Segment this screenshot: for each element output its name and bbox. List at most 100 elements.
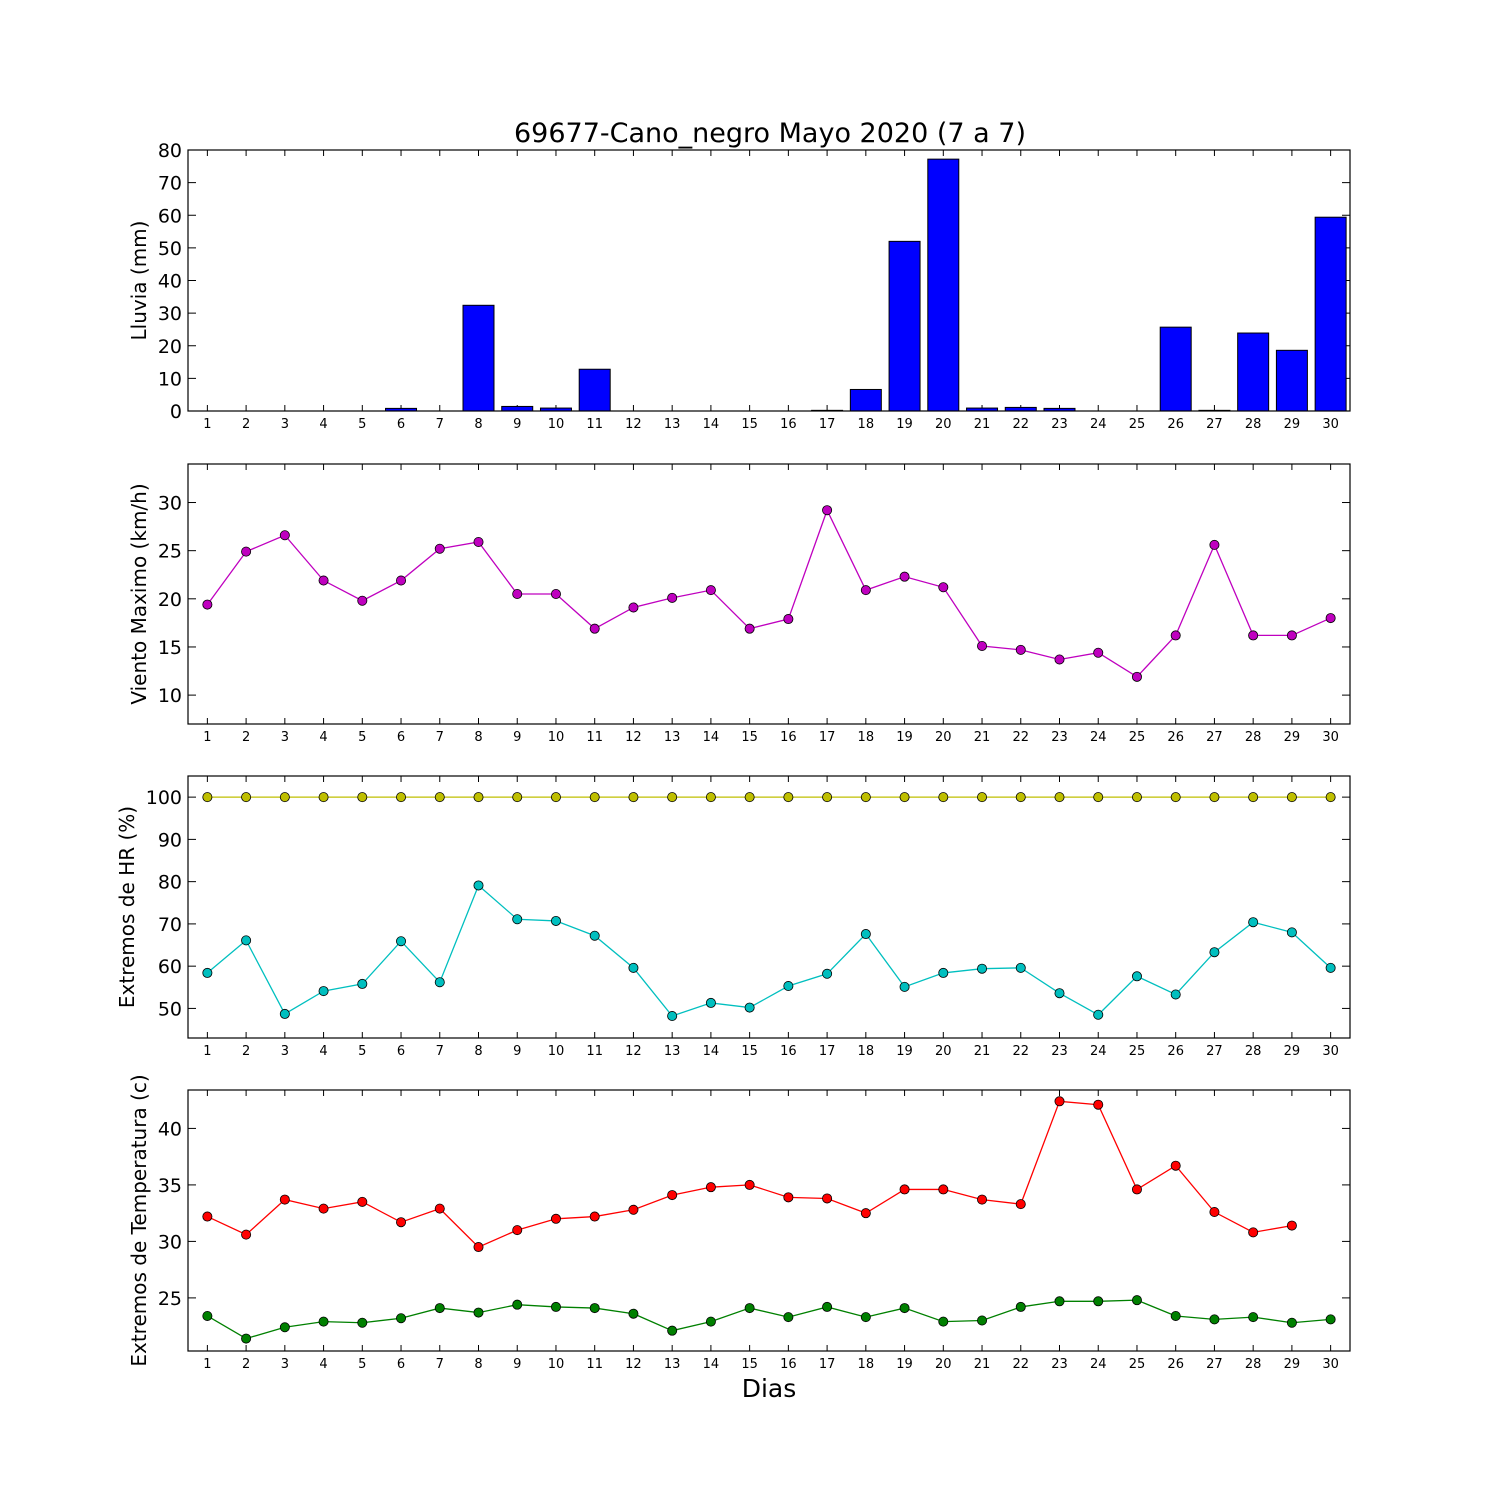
data-point xyxy=(318,1316,329,1327)
y-axis-label: Lluvia (mm) xyxy=(127,221,151,341)
x-tick-label: 29 xyxy=(1284,730,1301,745)
data-point xyxy=(1170,630,1181,641)
x-tick-label: 23 xyxy=(1051,1357,1068,1372)
x-tick-label: 7 xyxy=(436,417,444,432)
x-tick-label: 7 xyxy=(436,1044,444,1059)
data-point xyxy=(512,792,523,803)
data-point xyxy=(1248,1227,1259,1238)
plot-frame xyxy=(187,775,1351,1039)
data-point xyxy=(822,1193,833,1204)
x-tick-label: 2 xyxy=(242,417,250,432)
x-tick-label: 23 xyxy=(1051,1044,1068,1059)
x-tick-label: 5 xyxy=(358,730,366,745)
chart-title: 69677-Cano_negro Mayo 2020 (7 a 7) xyxy=(514,118,1026,149)
data-point xyxy=(396,1313,407,1324)
data-point xyxy=(473,792,484,803)
y-tick-label: 70 xyxy=(158,914,182,936)
x-tick-label: 14 xyxy=(703,1044,720,1059)
y-tick-label: 30 xyxy=(158,493,182,515)
x-tick-label: 28 xyxy=(1245,730,1262,745)
x-tick-label: 26 xyxy=(1167,1044,1184,1059)
x-tick-label: 3 xyxy=(281,1044,289,1059)
data-point xyxy=(1131,1184,1142,1195)
data-point xyxy=(434,1203,445,1214)
data-point xyxy=(1131,971,1142,982)
x-axis-label: Dias xyxy=(742,1374,797,1403)
data-point xyxy=(396,936,407,947)
data-point xyxy=(1248,630,1259,641)
x-tick-label: 22 xyxy=(1012,1357,1029,1372)
data-point xyxy=(628,962,639,973)
data-point xyxy=(1209,947,1220,958)
x-tick-label: 9 xyxy=(513,730,521,745)
data-point xyxy=(241,1229,252,1240)
data-point xyxy=(1093,647,1104,658)
data-point xyxy=(318,575,329,586)
data-point xyxy=(550,1301,561,1312)
data-point xyxy=(202,1211,213,1222)
data-point xyxy=(1325,962,1336,973)
data-point xyxy=(589,930,600,941)
x-tick-label: 27 xyxy=(1206,417,1223,432)
data-point xyxy=(1093,1296,1104,1307)
bar xyxy=(501,405,534,412)
x-tick-label: 12 xyxy=(625,417,642,432)
data-point xyxy=(357,595,368,606)
x-tick-label: 2 xyxy=(242,1044,250,1059)
x-tick-label: 24 xyxy=(1090,1044,1107,1059)
x-tick-label: 11 xyxy=(586,1357,603,1372)
y-tick-label: 25 xyxy=(158,541,182,563)
x-tick-label: 7 xyxy=(436,730,444,745)
bar xyxy=(888,240,921,412)
x-tick-label: 22 xyxy=(1012,1044,1029,1059)
x-tick-label: 19 xyxy=(896,730,913,745)
data-point xyxy=(550,915,561,926)
x-tick-label: 19 xyxy=(896,417,913,432)
x-tick-label: 15 xyxy=(741,1044,758,1059)
x-tick-label: 13 xyxy=(664,1357,681,1372)
data-point xyxy=(667,792,678,803)
x-tick-label: 26 xyxy=(1167,417,1184,432)
data-point xyxy=(860,929,871,940)
x-tick-label: 16 xyxy=(780,1044,797,1059)
x-tick-label: 14 xyxy=(703,730,720,745)
data-point xyxy=(279,1322,290,1333)
data-point xyxy=(783,614,794,625)
data-point xyxy=(744,1303,755,1314)
x-tick-label: 27 xyxy=(1206,1044,1223,1059)
x-tick-label: 14 xyxy=(703,1357,720,1372)
data-point xyxy=(1248,917,1259,928)
x-tick-label: 27 xyxy=(1206,1357,1223,1372)
x-tick-label: 10 xyxy=(548,730,565,745)
x-tick-label: 30 xyxy=(1322,1044,1339,1059)
y-tick-label: 20 xyxy=(158,336,182,358)
data-point xyxy=(1131,1295,1142,1306)
data-point xyxy=(1054,1296,1065,1307)
y-tick-label: 10 xyxy=(158,685,182,707)
y-tick-label: 15 xyxy=(158,637,182,659)
data-point xyxy=(396,1217,407,1228)
series-line xyxy=(206,884,1332,1017)
data-point xyxy=(977,963,988,974)
data-point xyxy=(860,792,871,803)
x-tick-label: 3 xyxy=(281,417,289,432)
data-point xyxy=(473,1307,484,1318)
data-point xyxy=(705,585,716,596)
x-tick-label: 21 xyxy=(974,730,991,745)
x-tick-label: 23 xyxy=(1051,417,1068,432)
data-point xyxy=(550,1213,561,1224)
data-point xyxy=(1170,792,1181,803)
data-point xyxy=(512,914,523,925)
y-tick-label: 10 xyxy=(158,368,182,390)
x-tick-label: 4 xyxy=(319,1044,327,1059)
y-tick-label: 40 xyxy=(158,271,182,293)
x-tick-label: 19 xyxy=(896,1044,913,1059)
y-tick-label: 70 xyxy=(158,173,182,195)
data-point xyxy=(822,1301,833,1312)
x-tick-label: 4 xyxy=(319,730,327,745)
x-tick-label: 18 xyxy=(858,1357,875,1372)
data-point xyxy=(202,792,213,803)
data-point xyxy=(279,792,290,803)
